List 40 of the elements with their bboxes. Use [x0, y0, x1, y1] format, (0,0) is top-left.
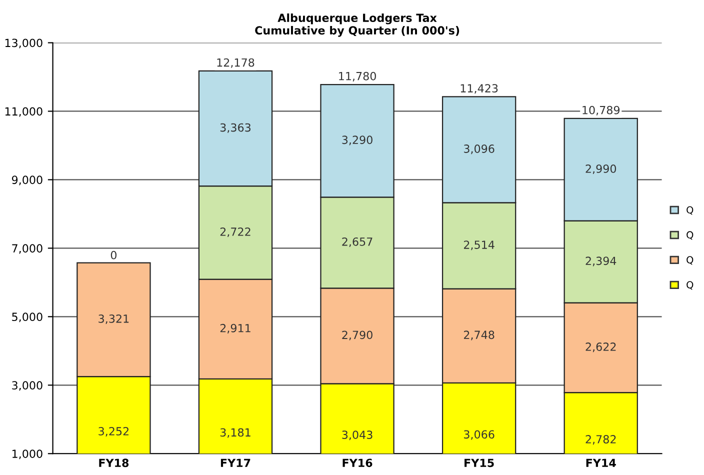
- data-label: 2,911: [220, 324, 250, 334]
- y-tick-label: 7,000: [12, 244, 42, 254]
- data-label: 2,722: [220, 227, 250, 238]
- data-label: 2,514: [464, 240, 494, 250]
- x-tick-label: FY17: [220, 458, 250, 467]
- chart-title: Albuquerque Lodgers Tax Cumulative by Quarter (In 000's): [255, 13, 460, 37]
- x-tick-label: FY14: [586, 458, 616, 467]
- data-label: 2,990: [586, 164, 616, 174]
- y-tick-label: 13,000: [5, 38, 42, 48]
- y-tick-label: 9,000: [12, 176, 42, 186]
- data-label: 3,096: [464, 144, 494, 154]
- data-label: 3,290: [342, 136, 372, 146]
- total-label: 10,789: [582, 106, 620, 116]
- y-tick-label: 5,000: [12, 312, 42, 322]
- data-label: 2,748: [464, 330, 494, 340]
- data-label: 2,622: [586, 342, 616, 352]
- annotation: 0: [110, 250, 116, 260]
- data-label: 3,321: [98, 314, 129, 324]
- total-label: 12,178: [217, 58, 254, 68]
- legend-label: Q: [686, 256, 694, 265]
- x-tick-label: FY16: [342, 458, 372, 468]
- legend-label: Q: [686, 231, 694, 240]
- y-tick-label: 11,000: [5, 107, 42, 117]
- total-label: 11,780: [339, 72, 376, 82]
- legend-label: Q: [686, 206, 694, 215]
- data-label: 3,363: [220, 123, 250, 133]
- x-tick-label: FY15: [464, 458, 494, 468]
- y-tick-label: 1,000: [12, 450, 42, 460]
- legend-label: Q: [686, 281, 694, 290]
- data-label: 3,181: [220, 428, 250, 438]
- data-label: 3,043: [342, 430, 372, 440]
- data-label: 2,790: [342, 330, 372, 340]
- data-label: 3,252: [98, 427, 128, 437]
- data-label: 2,782: [586, 435, 616, 445]
- data-label: 2,657: [342, 237, 372, 248]
- y-tick-label: 3,000: [12, 381, 42, 391]
- data-label: 3,066: [464, 430, 494, 440]
- data-label: 2,394: [586, 256, 616, 266]
- x-tick-label: FY18: [99, 458, 129, 468]
- total-label: 11,423: [460, 84, 498, 94]
